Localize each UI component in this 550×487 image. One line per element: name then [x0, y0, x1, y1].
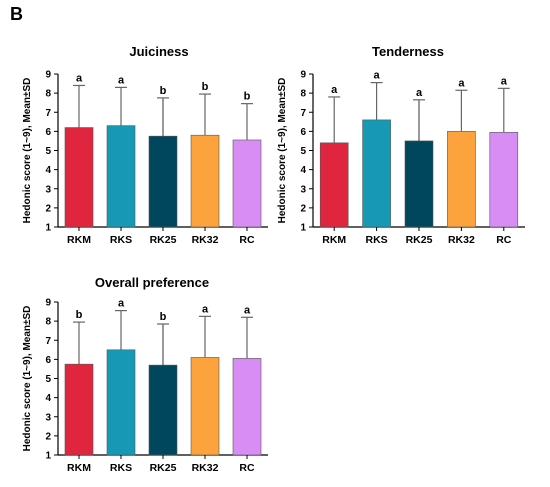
- y-axis-label: Hedonic score (1~9), Mean±SD: [22, 78, 33, 224]
- y-tick-label: 8: [45, 89, 51, 100]
- significance-letter: b: [202, 81, 209, 93]
- bar: [106, 349, 136, 456]
- y-tick-label: 1: [300, 223, 306, 234]
- x-tick-label: RC: [239, 234, 255, 246]
- y-tick-label: 5: [45, 374, 51, 385]
- significance-letter: a: [331, 84, 338, 96]
- y-tick-label: 5: [45, 146, 51, 157]
- x-tick-label: RC: [239, 462, 255, 474]
- x-tick-label: RK32: [448, 234, 475, 246]
- y-tick-label: 1: [45, 451, 51, 462]
- x-tick-label: RK25: [150, 462, 177, 474]
- x-tick-label: RC: [496, 234, 512, 246]
- bar: [447, 131, 476, 228]
- x-tick-label: RK32: [192, 462, 219, 474]
- y-tick-label: 8: [300, 89, 306, 100]
- significance-letter: a: [501, 75, 508, 87]
- bar: [404, 140, 434, 228]
- bar: [64, 363, 94, 456]
- y-tick-label: 2: [45, 203, 51, 214]
- chart-2: Tenderness Hedonic score (1~9), Mean±SD 1 2…: [277, 44, 525, 246]
- significance-letter: a: [374, 70, 381, 82]
- significance-letter: a: [118, 74, 125, 86]
- bar: [319, 142, 349, 228]
- significance-letter: a: [202, 303, 209, 315]
- y-tick-label: 7: [300, 108, 306, 119]
- significance-letter: a: [76, 72, 83, 84]
- y-tick-label: 4: [45, 165, 51, 176]
- bar: [489, 132, 519, 228]
- bar: [148, 135, 178, 228]
- bar: [64, 127, 94, 228]
- x-tick-label: RK25: [150, 234, 177, 246]
- y-tick-label: 3: [45, 184, 51, 195]
- y-tick-label: 1: [45, 223, 51, 234]
- y-axis-label: Hedonic score (1~9), Mean±SD: [22, 306, 33, 452]
- y-tick-label: 9: [45, 70, 51, 81]
- x-tick-label: RK25: [406, 234, 433, 246]
- bar: [232, 358, 262, 456]
- significance-letter: b: [160, 311, 167, 323]
- y-tick-label: 2: [45, 431, 51, 442]
- panel-label: B: [10, 4, 23, 24]
- chart-title: Juiciness: [129, 44, 188, 59]
- y-tick-label: 4: [300, 165, 306, 176]
- x-tick-label: RKM: [67, 462, 91, 474]
- x-tick-label: RKS: [110, 234, 132, 246]
- y-tick-label: 4: [45, 393, 51, 404]
- y-tick-label: 6: [300, 127, 306, 138]
- x-tick-label: RKS: [366, 234, 388, 246]
- y-tick-label: 9: [300, 70, 306, 81]
- significance-letter: a: [458, 77, 465, 89]
- y-tick-label: 3: [300, 184, 306, 195]
- significance-letter: b: [244, 91, 251, 103]
- chart-3: Overall preference Hedonic score (1~9), M…: [22, 275, 268, 474]
- x-tick-label: RKM: [322, 234, 346, 246]
- y-tick-label: 3: [45, 412, 51, 423]
- bar: [148, 364, 178, 456]
- bar: [190, 357, 220, 456]
- y-tick-label: 6: [45, 355, 51, 366]
- y-tick-label: 8: [45, 317, 51, 328]
- x-tick-label: RKM: [67, 234, 91, 246]
- significance-letter: a: [118, 298, 125, 310]
- significance-letter: b: [160, 85, 167, 97]
- bar: [232, 139, 262, 228]
- bar: [106, 125, 136, 228]
- x-tick-label: RKS: [110, 462, 132, 474]
- y-tick-label: 9: [45, 298, 51, 309]
- bar: [190, 134, 220, 228]
- y-tick-label: 7: [45, 336, 51, 347]
- chart-title: Tenderness: [372, 44, 444, 59]
- y-tick-label: 7: [45, 108, 51, 119]
- y-tick-label: 5: [300, 146, 306, 157]
- bar: [362, 119, 391, 228]
- x-tick-label: RK32: [192, 234, 219, 246]
- significance-letter: a: [244, 304, 251, 316]
- y-tick-label: 6: [45, 127, 51, 138]
- chart-1: Juiciness Hedonic score (1~9), Mean±SD 1 2 3…: [22, 44, 268, 246]
- chart-title: Overall preference: [95, 275, 209, 290]
- significance-letter: b: [76, 309, 83, 321]
- y-tick-label: 2: [300, 203, 306, 214]
- y-axis-label: Hedonic score (1~9), Mean±SD: [277, 78, 288, 224]
- significance-letter: a: [416, 87, 423, 99]
